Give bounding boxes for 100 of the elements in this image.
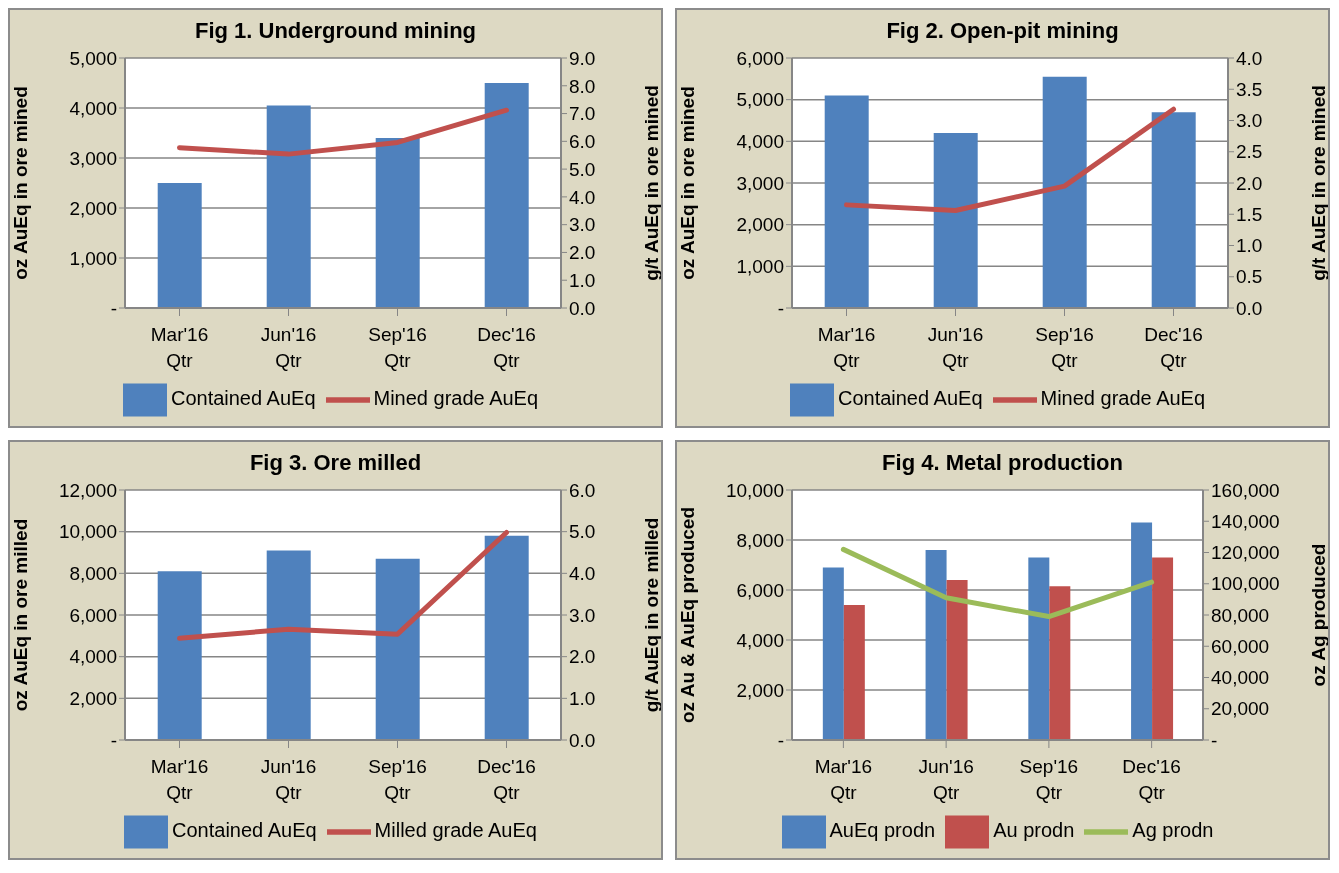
y-axis-title: oz AuEq in ore mined [676, 86, 698, 280]
y2-tick-label: 1.0 [1236, 235, 1263, 257]
y2-tick-label: 3.0 [569, 214, 596, 236]
y2-tick-label: 4.0 [569, 186, 596, 208]
x-tick-label: Dec'16 Qtr [1122, 756, 1181, 804]
bar [157, 571, 202, 740]
y-tick-label: 4,000 [736, 629, 784, 651]
x-tick-label: Mar'16 Qtr [814, 756, 873, 804]
y-tick-label: 5,000 [69, 47, 117, 69]
bar [484, 535, 529, 740]
y-axis-title: oz AuEq in ore mined [9, 86, 31, 280]
y-tick-label: 2,000 [69, 197, 117, 219]
y-tick-label: 4,000 [69, 97, 117, 119]
y2-axis-title: g/t AuEq in ore mined [640, 85, 662, 281]
y-tick-label: 10,000 [58, 521, 117, 543]
legend-label: Contained AuEq [837, 387, 983, 410]
y2-tick-label: 160,000 [1211, 479, 1280, 501]
legend-label: Au prodn [993, 819, 1075, 842]
bar [843, 605, 865, 740]
bar [484, 83, 529, 308]
x-tick-label: Sep'16 Qtr [1035, 324, 1094, 372]
y-tick-label: - [777, 729, 784, 751]
y-tick-label: 4,000 [736, 131, 784, 153]
bar [1152, 557, 1174, 740]
legend-label: Mined grade AuEq [1040, 387, 1206, 410]
y2-axis-title: oz Ag produced [1307, 543, 1329, 687]
x-tick-label: Sep'16 Qtr [368, 324, 427, 372]
y2-tick-label: 6.0 [569, 131, 596, 153]
y-tick-label: 2,000 [736, 214, 784, 236]
bar [925, 550, 947, 740]
y2-axis-title: g/t AuEq in ore mined [1307, 85, 1329, 281]
chart-title: Fig 1. Underground mining [193, 18, 478, 44]
y2-tick-label: - [1211, 729, 1218, 751]
y2-tick-label: 6.0 [569, 479, 596, 501]
y2-tick-label: 3.5 [1236, 78, 1263, 100]
y-tick-label: 1,000 [69, 247, 117, 269]
y2-tick-label: 2.5 [1236, 141, 1263, 163]
y2-tick-label: 3.0 [569, 604, 596, 626]
x-tick-label: Jun'16 Qtr [918, 756, 974, 804]
y-tick-label: 8,000 [69, 563, 117, 585]
y2-tick-label: 3.0 [1236, 110, 1263, 132]
y2-tick-label: 7.0 [569, 103, 596, 125]
y2-tick-label: 0.0 [1236, 297, 1263, 319]
y2-tick-label: 1.5 [1236, 203, 1263, 225]
chart-title: Fig 4. Metal production [881, 450, 1124, 476]
y-tick-label: - [110, 729, 117, 751]
bar [375, 138, 420, 308]
bar [946, 580, 968, 740]
bar [1049, 586, 1071, 740]
y2-tick-label: 80,000 [1211, 604, 1270, 626]
y-tick-label: 6,000 [736, 47, 784, 69]
y2-tick-label: 40,000 [1211, 667, 1270, 689]
y2-tick-label: 9.0 [569, 47, 596, 69]
y-tick-label: 4,000 [69, 646, 117, 668]
bar [822, 567, 844, 740]
bar [1028, 557, 1050, 740]
legend-label: Contained AuEq [172, 819, 317, 842]
x-tick-label: Jun'16 Qtr [260, 324, 317, 372]
y-axis-title: oz Au & AuEq produced [676, 506, 698, 724]
y2-tick-label: 0.0 [569, 297, 596, 319]
y-tick-label: 2,000 [736, 679, 784, 701]
y2-tick-label: 4.0 [1236, 47, 1263, 69]
y2-tick-label: 2.0 [569, 242, 596, 264]
y-tick-label: 3,000 [736, 172, 784, 194]
x-tick-label: Mar'16 Qtr [817, 324, 876, 372]
y2-tick-label: 20,000 [1211, 698, 1270, 720]
chart-title: Fig 3. Ore milled [248, 450, 423, 476]
x-tick-label: Mar'16 Qtr [150, 324, 209, 372]
y2-tick-label: 120,000 [1211, 542, 1280, 564]
x-tick-label: Mar'16 Qtr [150, 756, 209, 804]
x-tick-label: Sep'16 Qtr [1019, 756, 1079, 804]
chart-title: Fig 2. Open-pit mining [885, 18, 1120, 44]
y2-tick-label: 1.0 [569, 269, 596, 291]
x-tick-label: Sep'16 Qtr [368, 756, 427, 804]
y-tick-label: 12,000 [58, 479, 117, 501]
y-axis-title: oz AuEq in ore milled [9, 518, 31, 712]
y-tick-label: 6,000 [69, 604, 117, 626]
y-tick-label: 3,000 [69, 147, 117, 169]
y-tick-label: 8,000 [736, 529, 784, 551]
y2-tick-label: 5.0 [569, 521, 596, 543]
bar [157, 183, 202, 308]
bar [266, 105, 311, 308]
y2-tick-label: 8.0 [569, 75, 596, 97]
y-tick-label: 1,000 [736, 256, 784, 278]
y2-axis-title: g/t AuEq in ore milled [640, 517, 662, 713]
legend-label: AuEq prodn [829, 819, 936, 842]
y-tick-label: 2,000 [69, 688, 117, 710]
bar [375, 558, 420, 740]
bar [266, 550, 311, 740]
x-tick-label: Jun'16 Qtr [927, 324, 984, 372]
y-tick-label: 5,000 [736, 89, 784, 111]
y2-tick-label: 100,000 [1211, 573, 1280, 595]
y2-tick-label: 0.0 [569, 729, 596, 751]
y2-tick-label: 1.0 [569, 688, 596, 710]
y2-tick-label: 5.0 [569, 158, 596, 180]
bar [1131, 522, 1153, 740]
y-tick-label: 10,000 [725, 479, 784, 501]
y2-tick-label: 2.0 [1236, 172, 1263, 194]
legend-label: Milled grade AuEq [374, 819, 537, 842]
legend-label: Mined grade AuEq [373, 387, 539, 410]
